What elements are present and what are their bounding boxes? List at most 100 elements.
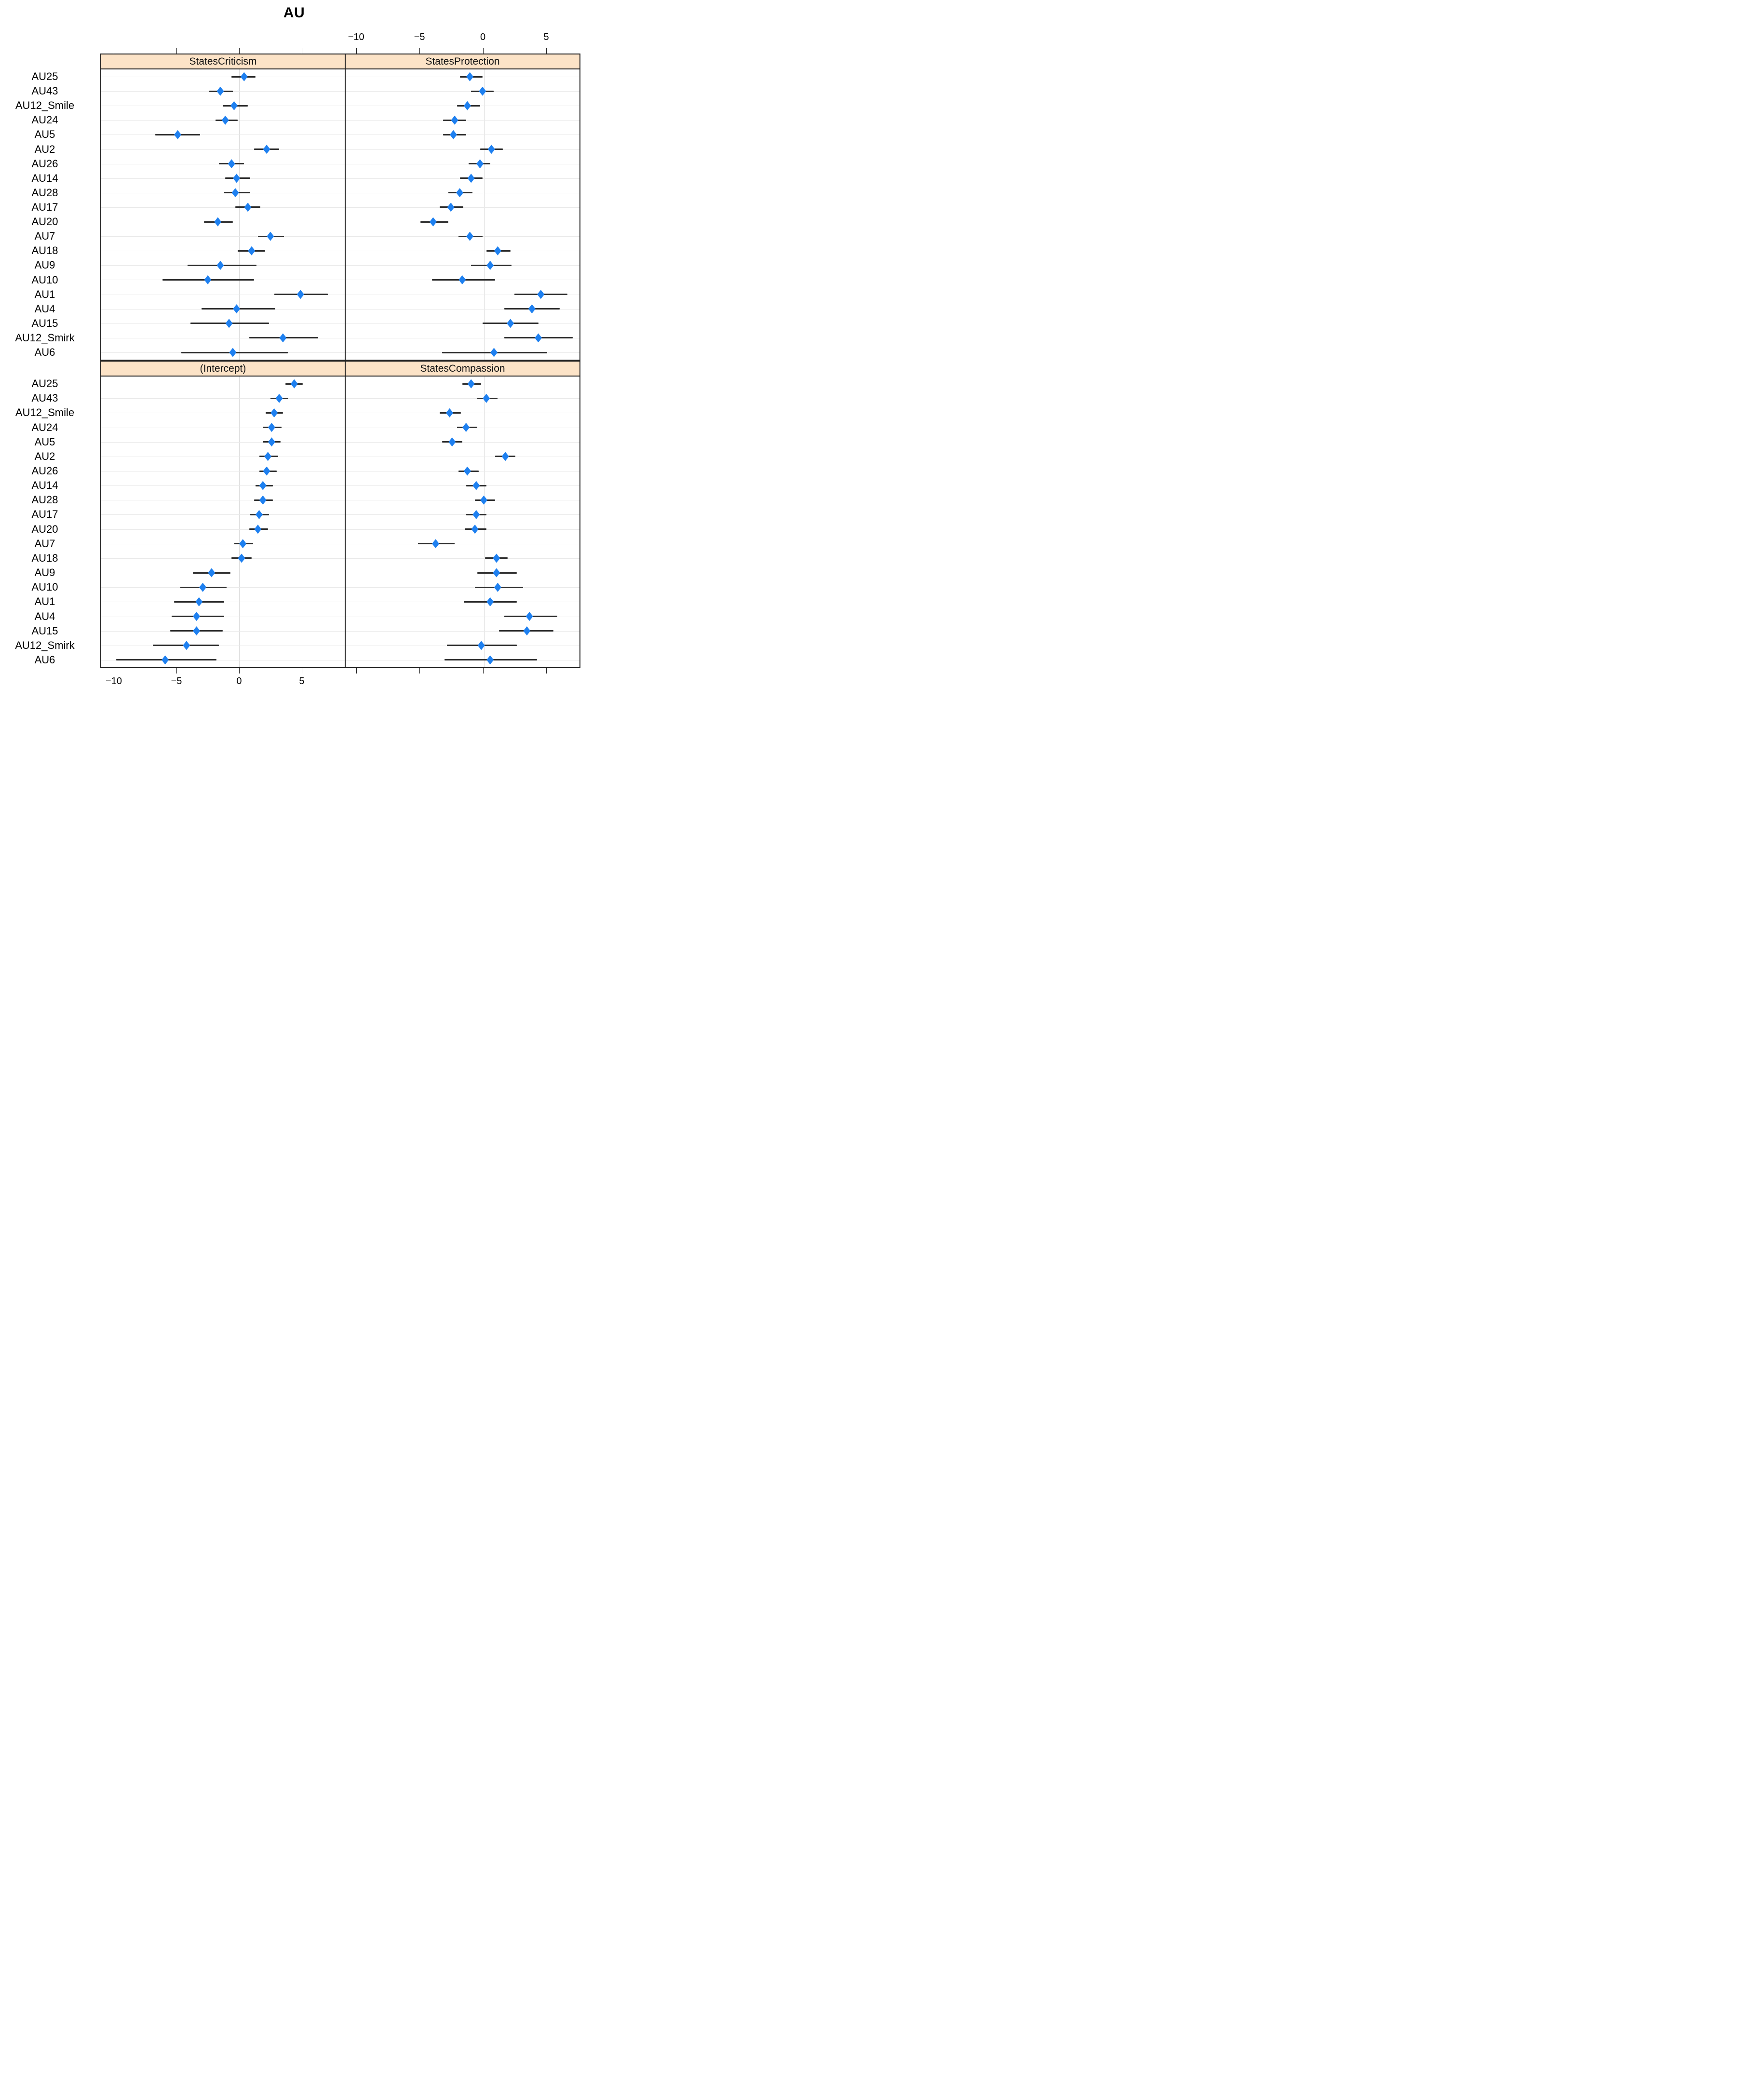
point-estimate	[471, 525, 479, 534]
row-label: AU20	[31, 216, 58, 228]
row-label: AU6	[34, 346, 55, 358]
point-estimate	[290, 379, 298, 389]
top-axis-tick	[546, 48, 547, 54]
point-estimate	[537, 290, 545, 299]
point-estimate	[449, 130, 457, 139]
point-estimate	[239, 539, 247, 549]
row-label: AU7	[34, 230, 55, 242]
point-estimate	[268, 437, 275, 447]
point-estimate	[486, 260, 494, 270]
row-label: AU4	[34, 302, 55, 315]
row-gridline	[101, 178, 345, 179]
row-label: AU12_Smirk	[15, 331, 75, 344]
bottom-axis-tick	[419, 668, 420, 674]
point-estimate	[476, 159, 484, 169]
top-axis-tick	[483, 48, 484, 54]
top-axis-tick-label: −5	[414, 32, 425, 42]
point-estimate	[446, 408, 454, 418]
point-estimate	[248, 246, 256, 256]
point-estimate	[463, 101, 471, 110]
point-estimate	[486, 655, 494, 665]
point-estimate	[490, 348, 498, 357]
point-estimate	[463, 466, 471, 476]
point-estimate	[296, 290, 304, 299]
panel-states-criticism: StatesCriticism	[100, 54, 346, 361]
row-label: AU12_Smirk	[15, 639, 75, 651]
row-gridline	[101, 558, 345, 559]
top-axis-tick	[176, 48, 177, 54]
row-label: AU15	[31, 317, 58, 329]
point-estimate	[480, 495, 487, 505]
row-label: AU7	[34, 537, 55, 550]
row-label: AU9	[34, 259, 55, 271]
panel-states-protection: StatesProtection	[346, 54, 580, 361]
row-gridline	[101, 529, 345, 530]
row-gridline	[346, 587, 579, 588]
point-estimate	[208, 568, 215, 578]
point-estimate	[214, 217, 222, 227]
point-estimate	[467, 174, 475, 183]
panel-body-states-protection	[346, 69, 579, 360]
point-estimate	[493, 553, 500, 563]
point-estimate	[231, 188, 239, 198]
row-label: AU25	[31, 70, 58, 83]
point-estimate	[447, 202, 455, 212]
point-estimate	[174, 130, 182, 139]
panel-header-intercept: (Intercept)	[101, 362, 345, 377]
point-estimate	[456, 188, 464, 198]
row-gridline	[346, 529, 579, 530]
row-label: AU43	[31, 85, 58, 97]
bottom-axis-tick	[239, 668, 240, 674]
row-label: AU26	[31, 157, 58, 170]
row-gridline	[346, 398, 579, 399]
panel-header-states-protection: StatesProtection	[346, 54, 579, 69]
row-label: AU24	[31, 421, 58, 433]
row-label: AU2	[34, 450, 55, 462]
row-label: AU5	[34, 435, 55, 448]
zero-reference-line	[484, 69, 485, 360]
point-estimate	[477, 641, 485, 650]
zero-reference-line	[484, 377, 485, 667]
row-gridline	[346, 514, 579, 515]
point-estimate	[479, 86, 486, 96]
point-estimate	[472, 481, 480, 490]
row-label: AU17	[31, 508, 58, 521]
row-gridline	[101, 398, 345, 399]
point-estimate	[162, 655, 169, 665]
point-estimate	[279, 333, 287, 343]
row-label: AU12_Smile	[15, 99, 75, 112]
point-estimate	[225, 319, 233, 328]
row-gridline	[346, 149, 579, 150]
figure: AU −10 −5 0 5 StatesCriticism StatesProtect…	[0, 0, 588, 696]
point-estimate	[535, 333, 542, 343]
point-estimate	[494, 246, 501, 256]
panel-states-compassion: StatesCompassion	[346, 361, 580, 668]
row-gridline	[101, 631, 345, 632]
point-estimate	[238, 553, 245, 563]
point-estimate	[233, 174, 241, 183]
row-label: AU24	[31, 114, 58, 126]
row-label: AU1	[34, 595, 55, 608]
row-gridline	[346, 485, 579, 486]
panel-body-states-compassion	[346, 377, 579, 667]
row-label: AU2	[34, 143, 55, 155]
row-label: AU1	[34, 288, 55, 300]
point-estimate	[259, 481, 267, 490]
row-gridline	[101, 442, 345, 443]
row-label: AU15	[31, 624, 58, 637]
point-estimate	[487, 145, 495, 154]
point-estimate	[270, 408, 278, 418]
point-estimate	[432, 539, 440, 549]
row-label: AU18	[31, 552, 58, 564]
bottom-axis-tick-label: −10	[106, 676, 122, 687]
zero-reference-line	[239, 69, 240, 360]
row-gridline	[346, 323, 579, 324]
point-estimate	[244, 202, 252, 212]
row-label: AU6	[34, 653, 55, 666]
row-label: AU9	[34, 566, 55, 579]
row-label: AU14	[31, 479, 58, 492]
row-gridline	[346, 91, 579, 92]
row-label: AU5	[34, 128, 55, 141]
row-gridline	[101, 514, 345, 515]
row-label: AU12_Smile	[15, 406, 75, 419]
